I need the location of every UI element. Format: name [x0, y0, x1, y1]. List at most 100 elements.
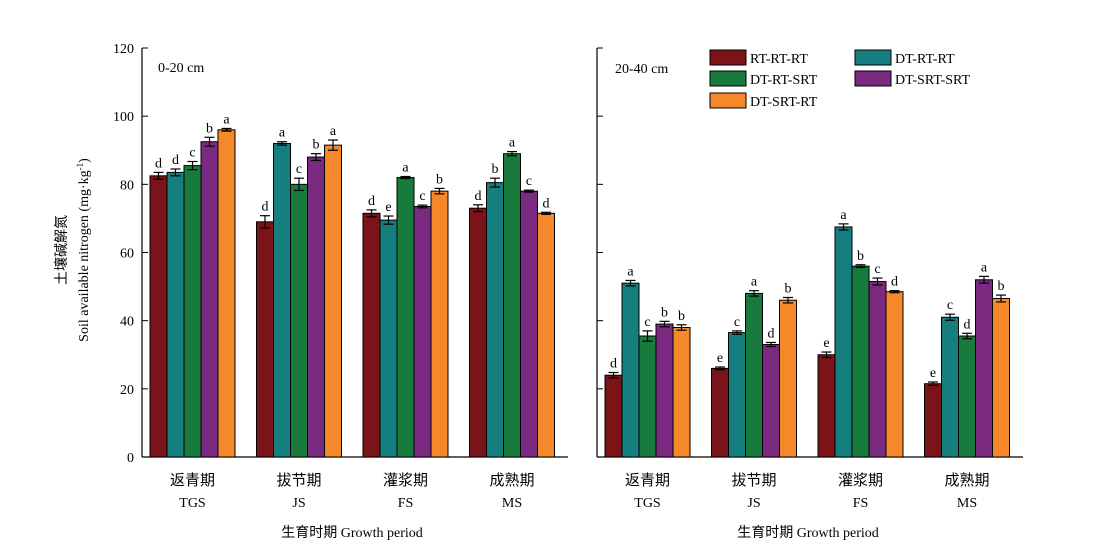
legend-label-DT-SRT-RT: DT-SRT-RT: [750, 95, 818, 110]
significance-letter: e: [930, 366, 936, 381]
y-axis-title-sup: -1: [75, 163, 85, 171]
y-tick-label: 80: [120, 178, 134, 193]
panel-label-0-20: 0-20 cm: [158, 61, 204, 76]
significance-letter: d: [610, 356, 617, 371]
bar-right-FS-DT-SRT-RT: [885, 291, 904, 458]
y-tick-label: 0: [127, 451, 134, 466]
bar-left-TGS-DT-SRT-SRT: [200, 141, 219, 458]
bar-left-MS-DT-SRT-RT: [537, 212, 555, 458]
bar-right-JS-DT-SRT-RT: [779, 299, 797, 458]
bar-left-FS-DT-SRT-SRT: [413, 205, 432, 458]
bar-left-TGS-RT-RT-RT: [149, 175, 168, 458]
x-tick-label-cn: 灌浆期: [838, 471, 883, 489]
bar-right-TGS-DT-SRT-RT: [672, 326, 691, 458]
bar-right-FS-DT-RT-RT: [834, 226, 853, 458]
significance-letter: b: [661, 305, 668, 320]
significance-letter: b: [492, 162, 499, 177]
significance-letter: a: [402, 160, 409, 175]
legend-swatch-DT-SRT-SRT: [854, 70, 892, 87]
significance-letter: a: [330, 124, 337, 139]
bar-right-MS-RT-RT-RT: [924, 383, 942, 458]
y-axis-title-cn: 土壤碱解氮: [53, 215, 70, 285]
x-tick-label-cn: 拔节期: [276, 472, 321, 489]
significance-letter: c: [296, 162, 302, 177]
legend-swatch-DT-RT-RT: [854, 49, 892, 66]
significance-letter: d: [155, 156, 162, 171]
bar-left-JS-DT-SRT-SRT: [307, 156, 325, 458]
x-tick-label-en: TGS: [634, 496, 660, 511]
significance-letter: d: [891, 275, 898, 290]
bar-right-JS-DT-SRT-SRT: [762, 344, 780, 458]
bar-left-MS-DT-RT-RT: [486, 182, 504, 458]
bar-right-TGS-DT-SRT-SRT: [655, 323, 674, 458]
significance-letter: a: [840, 208, 847, 223]
legend-swatch-DT-RT-SRT: [709, 70, 747, 87]
bar-left-TGS-DT-SRT-RT: [217, 129, 236, 458]
x-tick-label-en: MS: [957, 496, 977, 511]
x-tick-label-cn: 灌浆期: [383, 471, 428, 489]
bar-left-JS-DT-RT-RT: [273, 142, 291, 458]
legend-swatch-RT-RT-RT: [709, 49, 747, 66]
x-tick-label-en: FS: [853, 496, 869, 511]
bar-left-MS-DT-SRT-SRT: [520, 190, 538, 458]
y-axis-title-cn-group: 土壤碱解氮: [53, 215, 70, 285]
legend-label-RT-RT-RT: RT-RT-RT: [750, 52, 808, 67]
significance-letter: c: [947, 298, 953, 313]
significance-letter: c: [526, 174, 532, 189]
bar-left-JS-DT-SRT-RT: [324, 144, 342, 458]
bar-left-FS-DT-RT-SRT: [396, 177, 415, 458]
significance-letter: d: [172, 153, 179, 168]
significance-letter: d: [543, 196, 550, 211]
y-axis-title-en-main: Soil available nitrogen (mg·kg: [77, 170, 92, 341]
significance-letter: d: [768, 326, 775, 341]
significance-letter: c: [874, 262, 880, 277]
significance-letter: a: [509, 136, 516, 151]
bar-left-FS-DT-SRT-RT: [430, 190, 449, 458]
bar-right-MS-DT-SRT-SRT: [975, 279, 993, 458]
significance-letter: a: [751, 275, 758, 290]
bar-left-JS-DT-RT-SRT: [290, 183, 308, 458]
bar-left-TGS-DT-RT-RT: [166, 171, 185, 458]
bar-right-JS-RT-RT-RT: [711, 367, 729, 458]
y-tick-label: 40: [120, 315, 134, 330]
x-tick-label-cn: 返青期: [625, 472, 670, 489]
x-tick-label-cn: 拔节期: [731, 472, 776, 489]
bar-right-MS-DT-RT-SRT: [958, 335, 976, 458]
significance-letter: d: [964, 317, 971, 332]
legend: RT-RT-RT DT-RT-RT DT-RT-SRT DT-SRT-SRT DT-SR…: [709, 49, 971, 110]
significance-letter: a: [223, 112, 230, 127]
y-tick-label: 20: [120, 383, 134, 398]
bar-left-MS-RT-RT-RT: [469, 207, 487, 458]
bar-right-TGS-RT-RT-RT: [604, 374, 623, 458]
significance-letter: b: [785, 281, 792, 296]
significance-letter: b: [206, 121, 213, 136]
significance-letter: c: [644, 315, 650, 330]
bar-right-JS-DT-RT-SRT: [745, 292, 763, 458]
bar-left-MS-DT-RT-SRT: [503, 153, 521, 458]
bar-right-FS-DT-RT-SRT: [851, 265, 870, 458]
significance-letter: e: [717, 351, 723, 366]
bar-left-FS-RT-RT-RT: [362, 212, 381, 458]
bar-right-TGS-DT-RT-RT: [621, 282, 640, 458]
significance-letter: b: [678, 309, 685, 324]
y-axis-title-en: Soil available nitrogen (mg·kg-1): [75, 158, 92, 342]
bar-right-MS-DT-RT-RT: [941, 316, 959, 458]
x-tick-label-en: JS: [747, 496, 760, 511]
significance-letter: a: [627, 264, 634, 279]
legend-label-DT-SRT-SRT: DT-SRT-SRT: [895, 73, 971, 88]
bar-right-TGS-DT-RT-SRT: [638, 335, 657, 458]
x-tick-label-cn: 返青期: [170, 472, 215, 489]
bar-left-FS-DT-RT-RT: [379, 219, 398, 458]
legend-label-DT-RT-RT: DT-RT-RT: [895, 52, 955, 67]
y-axis-title-close: ): [77, 158, 92, 163]
bar-left-TGS-DT-RT-SRT: [183, 165, 202, 458]
bar-right-FS-RT-RT-RT: [817, 354, 836, 458]
significance-letter: e: [385, 200, 391, 215]
x-axis-title-right: 生育时期 Growth period: [737, 525, 879, 541]
significance-letter: b: [998, 279, 1005, 294]
significance-letter: c: [734, 315, 740, 330]
x-tick-label-cn: 成熟期: [489, 472, 534, 489]
